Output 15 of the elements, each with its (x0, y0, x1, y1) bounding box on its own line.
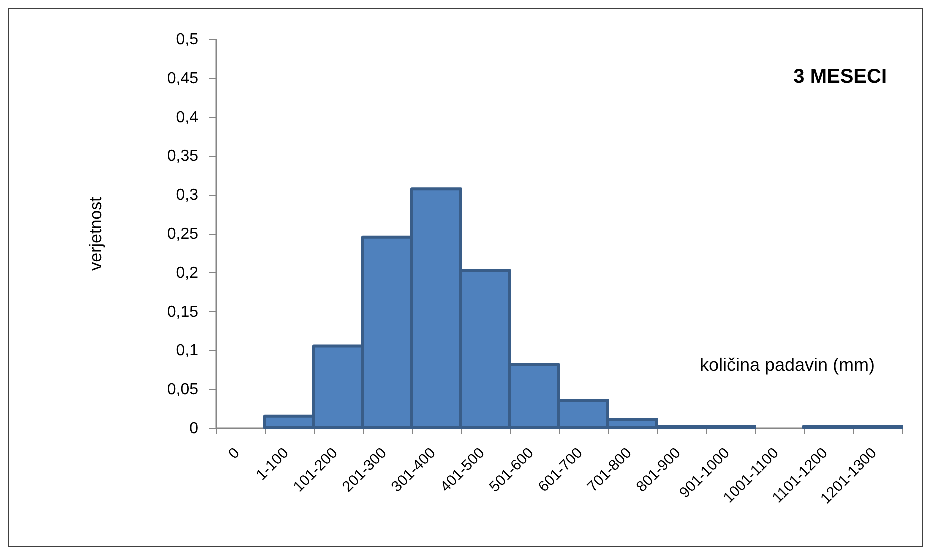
y-tick-label: 0,5 (176, 32, 199, 48)
y-tick-label: 0,2 (176, 264, 199, 282)
x-axis-title: količina padavin (mm) (700, 355, 875, 375)
y-tick-label: 0,15 (167, 304, 199, 321)
x-tick-label: 0 (225, 444, 244, 463)
y-axis-title: verjetnost (86, 196, 106, 271)
y-tick-label: 0,1 (176, 342, 199, 360)
y-tick-label: 0,3 (176, 187, 199, 204)
y-tick-label: 0 (190, 420, 199, 438)
y-tick-label: 0,35 (167, 148, 199, 166)
y-tick-label: 0,25 (167, 226, 199, 243)
y-tick-label: 0,4 (176, 109, 199, 126)
y-tick-label: 0,45 (167, 70, 199, 88)
y-tick-label: 0,05 (167, 382, 199, 399)
text: 3 MESECI (794, 66, 887, 88)
